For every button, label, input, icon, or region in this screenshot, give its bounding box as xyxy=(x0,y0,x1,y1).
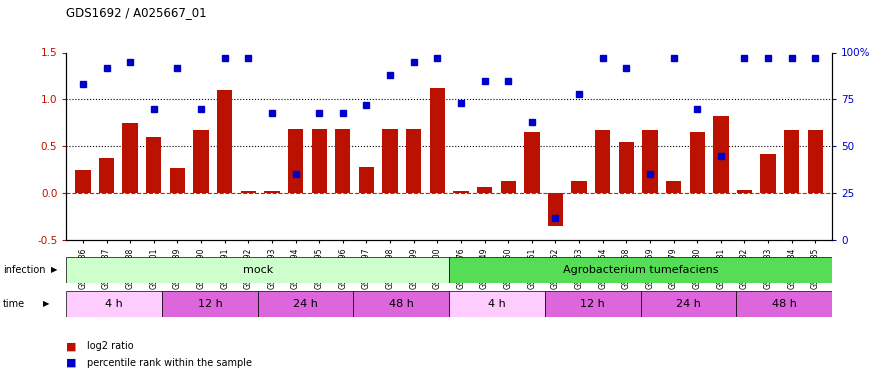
Bar xyxy=(265,191,280,193)
Bar xyxy=(689,132,705,193)
Bar xyxy=(643,130,658,193)
Text: ■: ■ xyxy=(66,358,77,368)
Text: time: time xyxy=(3,299,25,309)
Bar xyxy=(453,191,469,193)
Bar xyxy=(241,191,256,193)
Bar xyxy=(288,129,304,193)
Bar xyxy=(449,291,545,317)
Bar xyxy=(217,90,233,193)
Bar xyxy=(737,190,752,193)
Text: infection: infection xyxy=(3,265,45,275)
Bar xyxy=(760,154,776,193)
Text: 12 h: 12 h xyxy=(197,299,222,309)
Bar xyxy=(784,130,799,193)
Bar xyxy=(75,170,90,193)
Bar xyxy=(170,168,185,193)
Bar xyxy=(548,193,563,226)
Bar xyxy=(193,130,209,193)
Text: percentile rank within the sample: percentile rank within the sample xyxy=(87,358,251,368)
Bar xyxy=(477,187,492,193)
Text: 48 h: 48 h xyxy=(772,299,796,309)
Bar xyxy=(335,129,350,193)
Bar xyxy=(449,257,832,283)
Bar xyxy=(501,181,516,193)
Bar xyxy=(122,123,138,193)
Text: log2 ratio: log2 ratio xyxy=(87,341,134,351)
Bar xyxy=(808,130,823,193)
Bar xyxy=(545,291,641,317)
Bar xyxy=(713,116,728,193)
Bar xyxy=(619,142,634,193)
Bar xyxy=(595,130,611,193)
Text: mock: mock xyxy=(242,265,273,275)
Bar xyxy=(736,291,832,317)
Text: ■: ■ xyxy=(66,341,77,351)
Bar xyxy=(572,181,587,193)
Bar xyxy=(66,291,162,317)
Text: 48 h: 48 h xyxy=(389,299,413,309)
Text: ▶: ▶ xyxy=(42,299,49,308)
Text: 24 h: 24 h xyxy=(676,299,701,309)
Bar xyxy=(162,291,258,317)
Bar xyxy=(353,291,449,317)
Bar xyxy=(358,167,374,193)
Bar xyxy=(66,257,449,283)
Bar xyxy=(641,291,736,317)
Bar xyxy=(382,129,397,193)
Text: 24 h: 24 h xyxy=(293,299,318,309)
Text: Agrobacterium tumefaciens: Agrobacterium tumefaciens xyxy=(563,265,719,275)
Text: ▶: ▶ xyxy=(51,266,58,274)
Text: 12 h: 12 h xyxy=(581,299,605,309)
Text: 4 h: 4 h xyxy=(105,299,123,309)
Text: GDS1692 / A025667_01: GDS1692 / A025667_01 xyxy=(66,6,207,19)
Bar xyxy=(429,88,445,193)
Bar xyxy=(406,129,421,193)
Bar xyxy=(258,291,353,317)
Bar xyxy=(146,137,161,193)
Bar xyxy=(524,132,540,193)
Bar xyxy=(99,158,114,193)
Text: 4 h: 4 h xyxy=(489,299,506,309)
Bar xyxy=(312,129,327,193)
Bar xyxy=(666,181,681,193)
